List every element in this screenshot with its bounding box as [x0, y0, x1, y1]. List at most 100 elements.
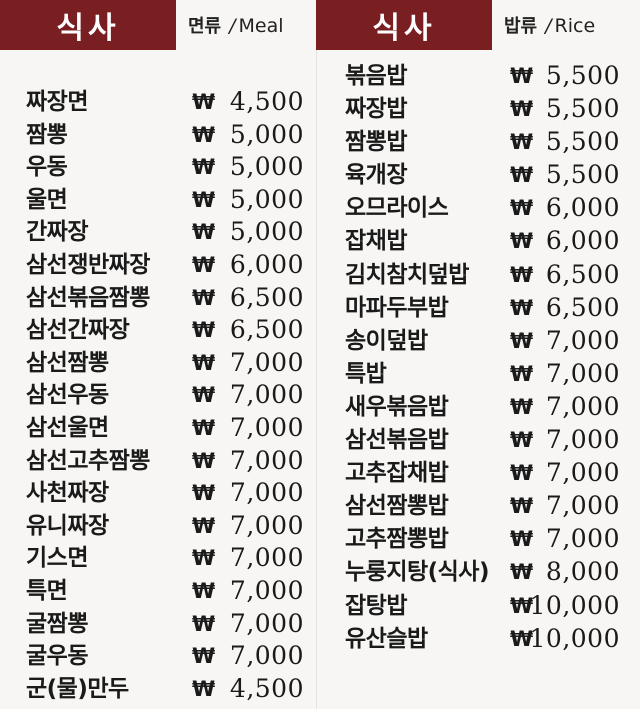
- menu-item: 삼선볶음짬뽕 ₩6,500: [0, 282, 320, 315]
- menu-item: 짬뽕 ₩5,000: [0, 119, 320, 152]
- menu-item-price: 10,000: [529, 590, 620, 620]
- won-currency-symbol: ₩: [192, 122, 216, 147]
- menu-item: 짬뽕밥 ₩5,500: [320, 126, 640, 159]
- menu-item-price: 4,500: [229, 673, 304, 703]
- menu-item-price: 7,000: [545, 524, 620, 554]
- menu-item-name: 마파두부밥: [345, 294, 449, 321]
- menu-item-name: 삼선짬뽕: [26, 349, 109, 376]
- menu-item: 간짜장 ₩5,000: [0, 216, 320, 249]
- menu-item: 잡채밥 ₩6,000: [320, 225, 640, 258]
- won-currency-symbol: ₩: [510, 461, 534, 486]
- menu-item-name: 새우볶음밥: [345, 393, 449, 420]
- menu-item: 누룽지탕(식사) ₩8,000: [320, 556, 640, 589]
- menu-item-name: 오므라이스: [345, 195, 449, 222]
- menu-item: 삼선짬뽕 ₩7,000: [0, 347, 320, 380]
- menu-item-name: 삼선쟁반짜장: [26, 251, 150, 278]
- meal-badge: 식사: [0, 0, 176, 50]
- category-label: 면류 / Meal: [188, 12, 284, 38]
- menu-item-name: 잡채밥: [345, 228, 407, 255]
- menu-item-name: 특밥: [345, 360, 387, 387]
- menu-item-price: 6,000: [545, 226, 620, 256]
- won-currency-symbol: ₩: [192, 481, 216, 506]
- won-currency-symbol: ₩: [192, 220, 216, 245]
- menu-item: 짜장밥 ₩5,500: [320, 93, 640, 126]
- menu-item-name: 사천짜장: [26, 480, 109, 507]
- menu-item-name: 삼선볶음짬뽕: [26, 284, 150, 311]
- menu-item-price: 6,500: [229, 282, 304, 312]
- category-kr: 밥류: [504, 16, 538, 37]
- menu-item: 삼선쟁반짜장 ₩6,000: [0, 249, 320, 282]
- menu-item-price: 8,000: [545, 557, 620, 587]
- menu-item: 볶음밥 ₩5,500: [320, 60, 640, 93]
- menu-item-name: 짬뽕밥: [345, 129, 407, 156]
- menu-item: 군(물)만두 ₩4,500: [0, 673, 320, 706]
- won-currency-symbol: ₩: [510, 328, 534, 353]
- menu-item-name: 송이덮밥: [345, 327, 428, 354]
- won-currency-symbol: ₩: [192, 546, 216, 571]
- won-currency-symbol: ₩: [192, 90, 216, 114]
- won-currency-symbol: ₩: [510, 163, 534, 188]
- won-currency-symbol: ₩: [192, 187, 216, 212]
- column-divider: [316, 50, 317, 709]
- menu-item-name: 짜장면: [26, 89, 88, 115]
- won-currency-symbol: ₩: [510, 527, 534, 552]
- won-currency-symbol: ₩: [510, 262, 534, 287]
- menu-item-price: 7,000: [229, 478, 304, 508]
- noodle-menu-header: 식사 면류 / Meal: [0, 0, 320, 50]
- menu-item-price: 7,000: [229, 575, 304, 605]
- won-currency-symbol: ₩: [510, 394, 534, 419]
- menu-item-name: 굴짬뽕: [26, 610, 88, 637]
- won-currency-symbol: ₩: [510, 97, 534, 122]
- menu-item: 잡탕밥 ₩10,000: [320, 590, 640, 623]
- menu-item-name: 고추짬뽕밥: [345, 526, 449, 553]
- won-currency-symbol: ₩: [192, 448, 216, 473]
- menu-item-name: 삼선고추짬뽕: [26, 447, 150, 474]
- menu-item-price: 7,000: [229, 543, 304, 573]
- menu-item-price: 6,500: [545, 292, 620, 322]
- category-separator: /: [545, 15, 552, 37]
- menu-item-name: 잡탕밥: [345, 592, 407, 619]
- meal-badge: 식사: [316, 0, 492, 50]
- won-currency-symbol: ₩: [510, 626, 534, 651]
- menu-item-name: 김치참치덮밥: [345, 261, 469, 288]
- menu-item: 마파두부밥 ₩6,500: [320, 292, 640, 325]
- menu-item-name: 굴우동: [26, 643, 88, 670]
- menu-item: 유산슬밥 ₩10,000: [320, 623, 640, 656]
- won-currency-symbol: ₩: [510, 593, 534, 618]
- menu-item-price: 7,000: [229, 445, 304, 475]
- menu-item-name: 육개장: [345, 162, 407, 189]
- menu-item-name: 기스면: [26, 545, 88, 572]
- menu-item: 유니짜장 ₩7,000: [0, 510, 320, 543]
- won-currency-symbol: ₩: [192, 350, 216, 375]
- menu-item-price: 5,500: [545, 127, 620, 157]
- menu-item: 고추짬뽕밥 ₩7,000: [320, 523, 640, 556]
- menu-item: 기스면 ₩7,000: [0, 542, 320, 575]
- menu-item: 굴짬뽕 ₩7,000: [0, 608, 320, 641]
- won-currency-symbol: ₩: [510, 295, 534, 320]
- won-currency-symbol: ₩: [510, 560, 534, 585]
- won-currency-symbol: ₩: [192, 676, 216, 701]
- menu-item-name: 울면: [26, 186, 68, 213]
- won-currency-symbol: ₩: [510, 361, 534, 386]
- menu-item: 김치참치덮밥 ₩6,500: [320, 259, 640, 292]
- menu-item-price: 5,500: [545, 94, 620, 124]
- menu-item-name: 짜장밥: [345, 96, 407, 123]
- menu-item-price: 7,000: [229, 641, 304, 671]
- menu-item-price: 5,500: [545, 160, 620, 190]
- menu-item-name: 유니짜장: [26, 512, 109, 539]
- menu-item-price: 7,000: [229, 608, 304, 638]
- rice-menu-column: 식사 밥류 / Rice 볶음밥 ₩5,500 짜장밥 ₩5,500 짬뽕밥 ₩5,500 육개…: [316, 0, 640, 709]
- won-currency-symbol: ₩: [192, 318, 216, 343]
- menu-item: 송이덮밥 ₩7,000: [320, 325, 640, 358]
- menu-item-price: 7,000: [545, 391, 620, 421]
- category-separator: /: [229, 15, 236, 37]
- won-currency-symbol: ₩: [510, 229, 534, 254]
- menu-item-price: 7,000: [545, 325, 620, 355]
- menu-item-price: 4,500: [229, 87, 304, 116]
- rice-menu-list: 볶음밥 ₩5,500 짜장밥 ₩5,500 짬뽕밥 ₩5,500 육개장 ₩5,500 오므라이…: [320, 60, 640, 656]
- won-currency-symbol: ₩: [192, 611, 216, 636]
- menu-item-name: 우동: [26, 154, 68, 181]
- menu-item: 삼선간짜장 ₩6,500: [0, 314, 320, 347]
- menu-item-name: 삼선울면: [26, 414, 109, 441]
- menu-item-name: 특면: [26, 577, 68, 604]
